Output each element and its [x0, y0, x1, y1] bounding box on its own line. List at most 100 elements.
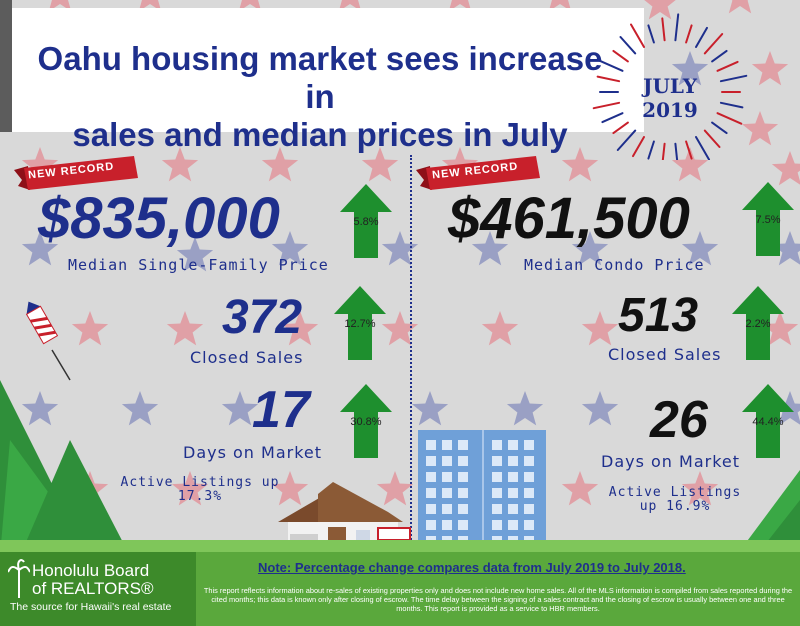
sf-closed-sales-pct: 12.7%: [344, 318, 376, 330]
condo-active-listings-line1: Active Listings: [608, 485, 742, 500]
condo-closed-sales-arrow: 2.2%: [732, 286, 784, 365]
star-icon: [176, 237, 214, 272]
star-icon: [581, 391, 619, 426]
condo-days-on-market-arrow: 44.4%: [742, 384, 794, 463]
star-icon: [741, 111, 779, 146]
star-icon: [471, 231, 509, 266]
footer-bar: Honolulu Board of REALTORS® The source f…: [0, 552, 800, 626]
condo-days-on-market-label: Days on Market: [601, 452, 741, 471]
up-arrow-icon: [742, 182, 794, 256]
month-label: JULY: [643, 74, 697, 98]
star-icon: [48, 0, 72, 12]
rocket-icon: [25, 301, 71, 381]
condo-median-price-label: Median Condo Price: [524, 256, 705, 274]
star-icon: [271, 231, 309, 266]
title-panel: [12, 8, 644, 132]
star-icon: [271, 471, 309, 506]
star-icon: [21, 147, 59, 182]
star-icon: [561, 471, 599, 506]
star-icon: [506, 391, 544, 426]
star-icon: [561, 147, 599, 182]
star-icon: [681, 231, 719, 266]
page-title-line2: sales and median prices in July: [72, 116, 568, 153]
condo-closed-sales-label: Closed Sales: [608, 345, 722, 364]
condo-active-listings: Active Listings up 16.9%: [600, 486, 750, 514]
star-icon: [261, 147, 299, 182]
star-icon: [338, 0, 362, 12]
footer-logo-panel: [0, 552, 196, 626]
star-icon: [481, 311, 519, 346]
star-icon: [644, 0, 676, 20]
star-icon: [441, 147, 479, 182]
condo-closed-sales: 513: [618, 289, 699, 342]
star-icon: [171, 471, 209, 506]
org-tagline: The source for Hawaii's real estate: [10, 601, 172, 613]
org-name-line2: of REALTORS®: [32, 579, 154, 598]
up-arrow-icon: [340, 184, 392, 258]
star-icon: [121, 391, 159, 426]
star-icon: [381, 311, 419, 346]
star-icon: [161, 147, 199, 182]
star-icon: [376, 471, 414, 506]
condo-median-price-arrow: 7.5%: [742, 182, 794, 261]
star-icon: [138, 0, 162, 12]
page-title: Oahu housing market sees increase in sal…: [20, 40, 620, 154]
footer-note: Note: Percentage change compares data fr…: [258, 560, 686, 575]
star-icon: [221, 391, 259, 426]
footer-disclaimer: This report reflects information about r…: [203, 586, 793, 613]
star-icon: [761, 311, 799, 346]
condo-median-price-pct: 7.5%: [755, 214, 781, 226]
left-accent-bar: [0, 0, 12, 132]
sf-median-price-pct: 5.8%: [353, 216, 379, 228]
sf-closed-sales-label: Closed Sales: [190, 348, 304, 367]
sf-active-listings-line2: 17.3%: [177, 489, 223, 504]
sf-active-listings-line1: Active Listings up: [120, 475, 280, 490]
grass-strip: [0, 540, 800, 554]
year-label: 2019: [642, 98, 698, 122]
star-icon: [381, 231, 419, 266]
org-name-line1: Honolulu Board: [32, 561, 150, 580]
star-icon: [671, 51, 709, 86]
sf-median-price: $835,000: [38, 186, 280, 251]
condo-active-listings-line2: up 16.9%: [639, 499, 711, 514]
org-name: Honolulu Board of REALTORS®: [32, 562, 154, 598]
sf-days-on-market-label: Days on Market: [183, 443, 323, 462]
sf-active-listings: Active Listings up 17.3%: [115, 476, 285, 504]
star-icon: [771, 231, 800, 266]
star-icon: [448, 0, 472, 12]
star-icon: [166, 311, 204, 346]
star-icon: [361, 147, 399, 182]
star-icon: [751, 51, 789, 86]
star-icon: [238, 0, 262, 12]
up-arrow-icon: [334, 286, 386, 360]
condo-building-icon: [418, 430, 546, 555]
up-arrow-icon: [732, 286, 784, 360]
condo-closed-sales-pct: 2.2%: [745, 318, 771, 330]
sf-median-price-arrow: 5.8%: [340, 184, 392, 263]
star-icon: [411, 391, 449, 426]
condo-days-on-market: 26: [650, 391, 708, 449]
house-icon: [278, 482, 411, 554]
page-title-line1: Oahu housing market sees increase in: [37, 40, 603, 115]
star-icon: [21, 391, 59, 426]
month-year-badge: JULY 2019: [626, 74, 714, 122]
up-arrow-icon: [340, 384, 392, 458]
star-icon: [771, 151, 800, 186]
star-icon: [71, 311, 109, 346]
firework-icon: [592, 13, 748, 160]
star-icon: [581, 311, 619, 346]
sf-closed-sales-arrow: 12.7%: [334, 286, 386, 365]
sf-closed-sales: 372: [222, 291, 303, 344]
star-icon: [21, 231, 59, 266]
new-record-ribbon-condo: [416, 156, 540, 190]
condo-median-price: $461,500: [448, 186, 690, 251]
tree-icon: [0, 380, 130, 556]
sf-days-on-market-arrow: 30.8%: [340, 384, 392, 463]
star-icon: [671, 147, 709, 182]
star-icon: [571, 231, 609, 266]
star-icon: [281, 311, 319, 346]
up-arrow-icon: [742, 384, 794, 458]
star-icon: [548, 0, 572, 12]
star-icon: [728, 0, 752, 14]
